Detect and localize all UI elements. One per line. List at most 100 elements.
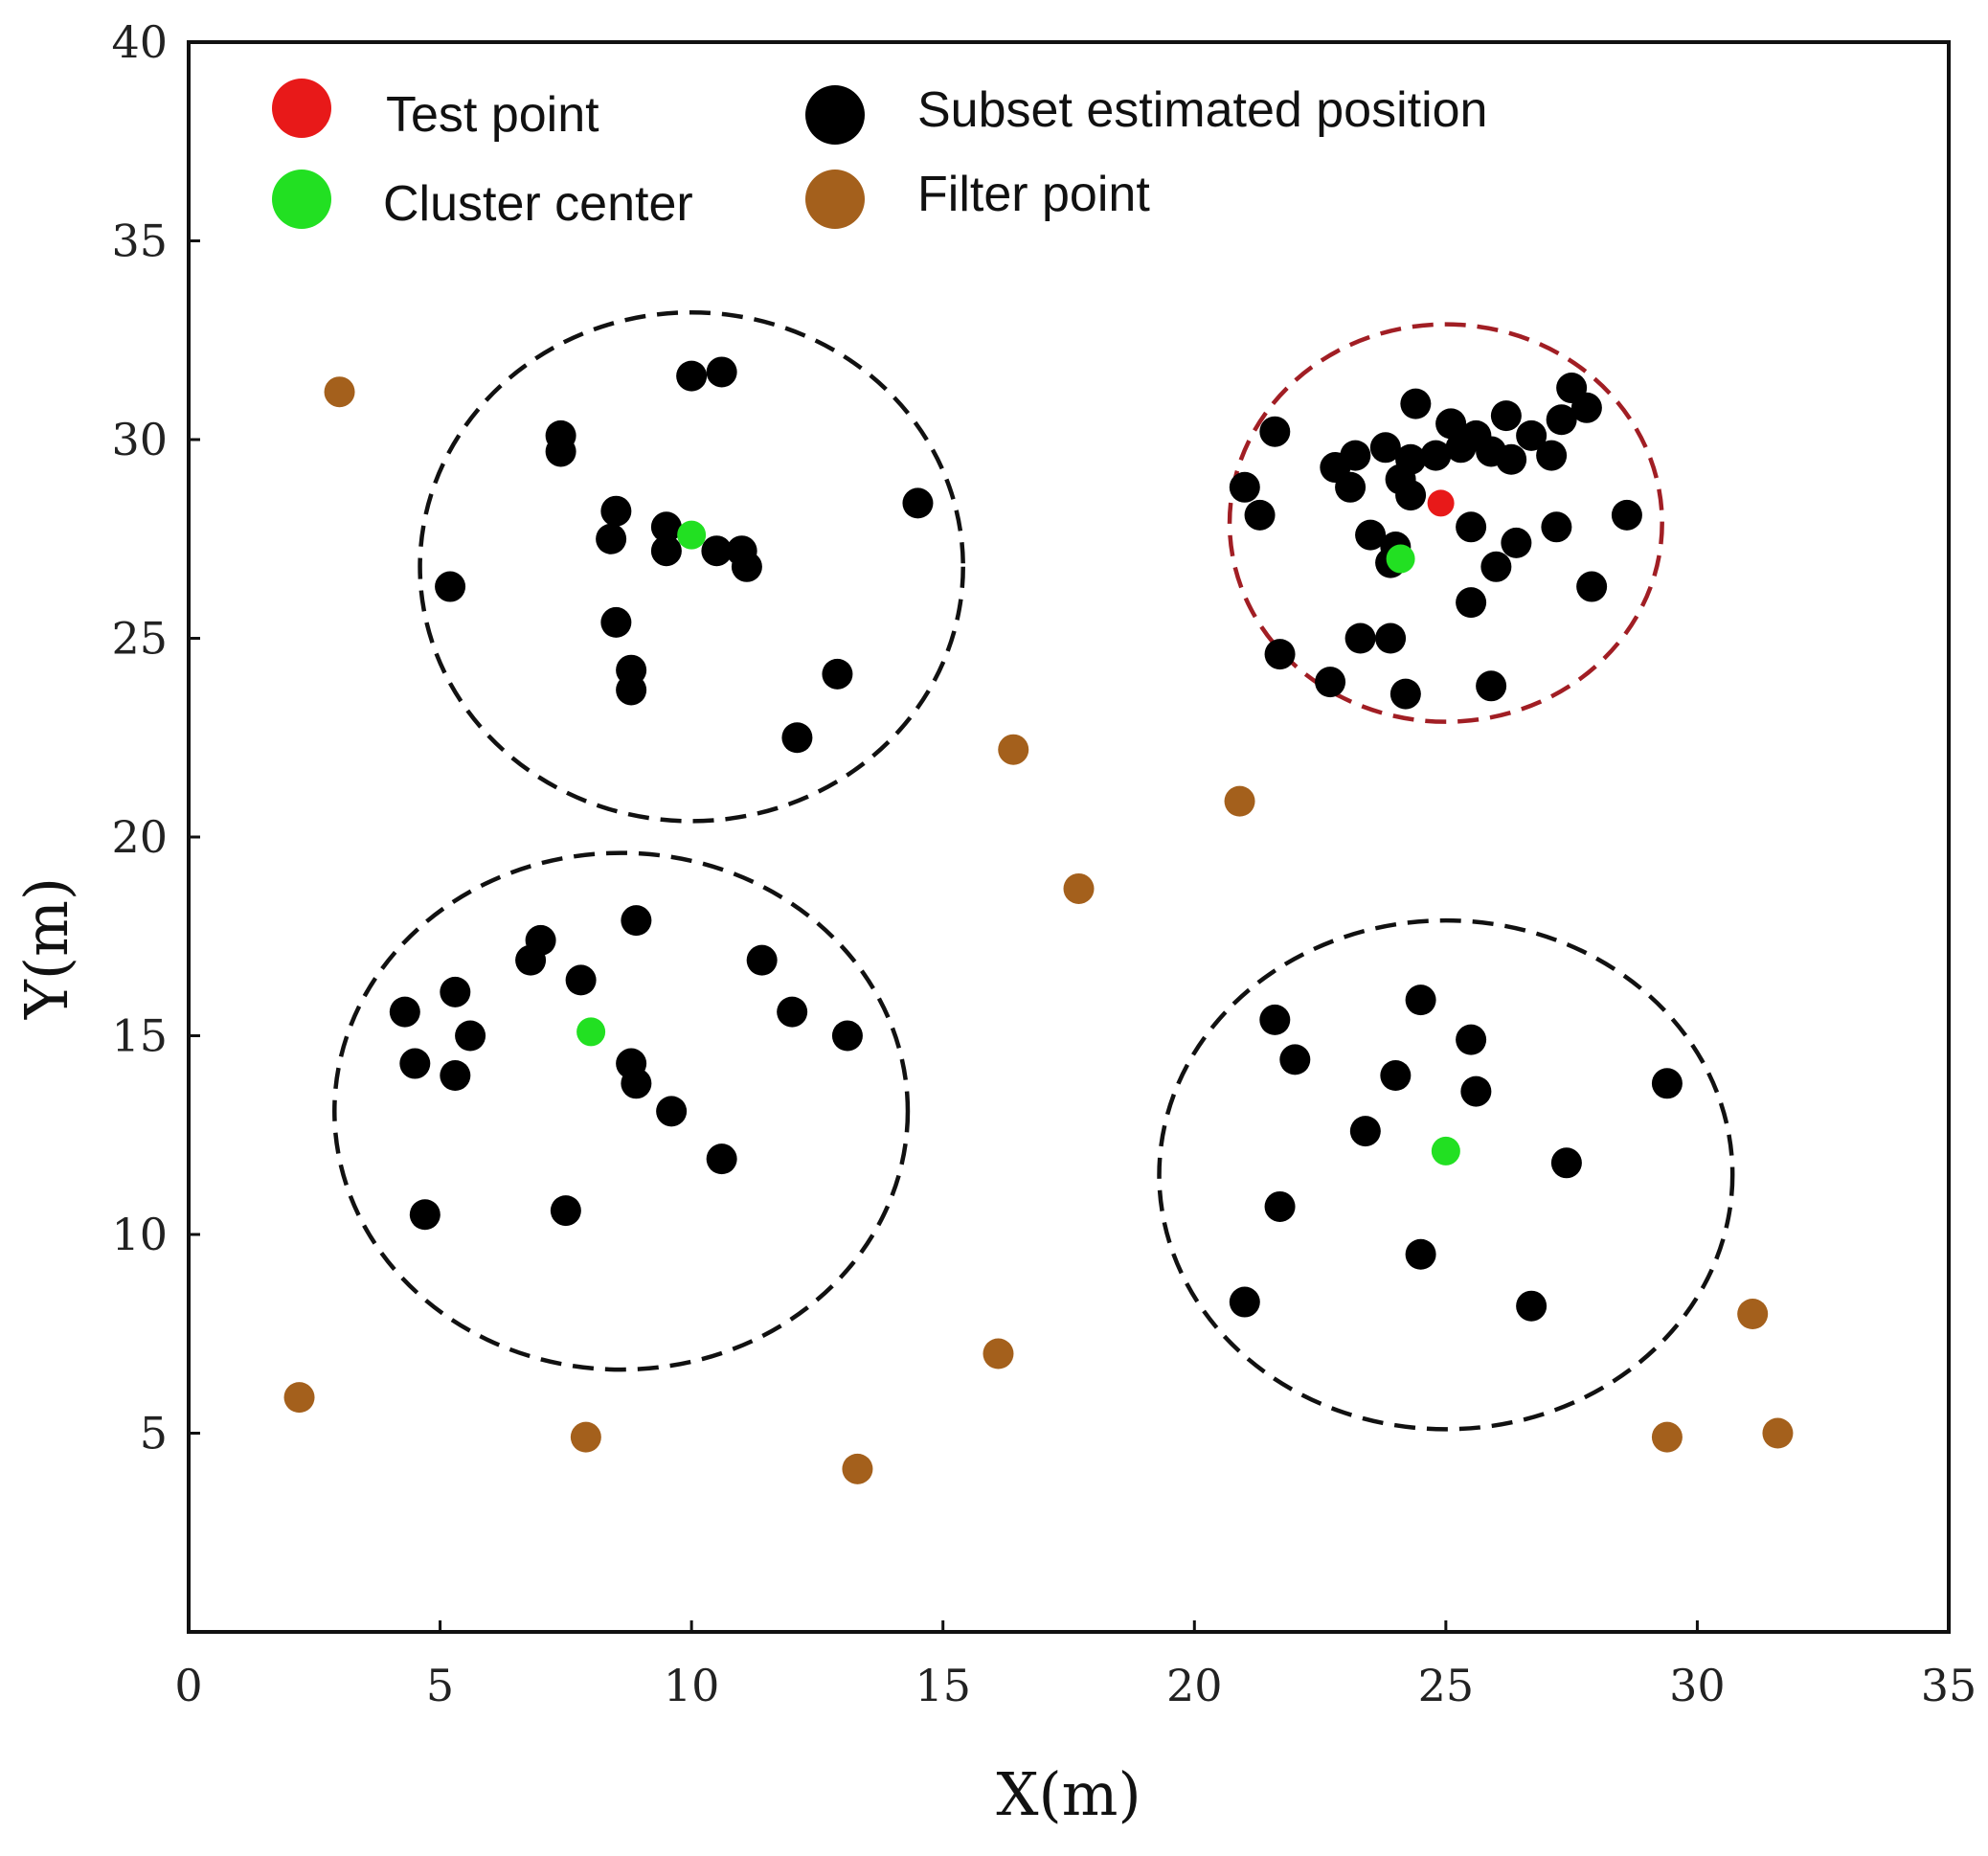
- subset-estimated-position-point-67: [1536, 440, 1568, 471]
- subset-estimated-position-point-78: [1541, 511, 1572, 543]
- subset-estimated-position-point-55: [1340, 440, 1371, 471]
- subset-estimated-position-point-32: [746, 944, 778, 976]
- cluster-circle-3: [332, 850, 911, 1372]
- subset-estimated-position-point-42: [1380, 1060, 1412, 1091]
- filter-point-point-1: [324, 376, 355, 408]
- subset-estimated-position-point-12: [706, 356, 737, 388]
- subset-estimated-position-point-44: [1651, 1068, 1683, 1099]
- plot-area-frame: [187, 40, 1951, 1634]
- subset-estimated-position-point-18: [902, 487, 934, 519]
- legend-label-subset-estimated-position: Subset estimated position: [917, 82, 1487, 138]
- y-tick-label-10: 10: [111, 1209, 168, 1260]
- subset-estimated-position-point-87: [1389, 678, 1421, 710]
- cluster-circle-1: [418, 309, 965, 824]
- test-point-point-1: [1427, 489, 1455, 517]
- subset-estimated-position-point-86: [1315, 667, 1346, 698]
- subset-estimated-position-point-72: [1395, 480, 1427, 511]
- cluster-circle-4: [1157, 917, 1735, 1432]
- subset-estimated-position-point-22: [399, 1048, 431, 1079]
- subset-estimated-position-point-29: [621, 1068, 652, 1099]
- y-tick-label-15: 15: [111, 1010, 168, 1062]
- axis-ticks: 0 5 10 15 20 25 30 35 5 10 15 20 25 30 35 40: [111, 16, 1977, 1711]
- subset-estimated-position-point-57: [1369, 432, 1401, 464]
- subset-estimated-position-point-6: [650, 511, 682, 543]
- subset-estimated-position-point-16: [822, 658, 853, 690]
- subset-estimated-position-point-25: [525, 924, 556, 956]
- cluster-center-point-3: [1386, 544, 1415, 574]
- subset-estimated-position-point-20: [440, 976, 471, 1007]
- x-axis-title: X(m): [996, 1759, 1141, 1829]
- subset-estimated-position-point-49: [1516, 1290, 1547, 1322]
- subset-estimated-position-point-21: [455, 1020, 486, 1052]
- subset-estimated-position-point-10: [731, 551, 762, 582]
- subset-estimated-position-point-70: [1570, 392, 1602, 423]
- x-tick-label-35: 35: [1921, 1660, 1977, 1711]
- subset-estimated-position-point-17: [781, 722, 813, 754]
- subset-estimated-position-point-83: [1264, 639, 1296, 670]
- subset-estimated-position-point-5: [596, 523, 627, 555]
- legend-marker-cluster-center: [272, 170, 331, 229]
- subset-estimated-position-point-80: [1480, 551, 1512, 582]
- subset-estimated-position-point-48: [1229, 1286, 1260, 1318]
- legend-marker-test-point: [272, 79, 331, 138]
- filter-point-point-9: [1651, 1421, 1683, 1453]
- subset-estimated-position-point-27: [621, 905, 652, 937]
- subset-estimated-position-point-19: [389, 996, 420, 1028]
- subset-estimated-position-point-81: [1456, 587, 1487, 619]
- subset-estimated-position-point-4: [600, 495, 632, 527]
- subset-estimated-position-point-26: [565, 964, 597, 996]
- x-tick-label-0: 0: [174, 1660, 202, 1711]
- subset-estimated-position-point-45: [1550, 1147, 1582, 1179]
- subset-estimated-position-point-84: [1344, 622, 1376, 654]
- subset-estimated-position-point-66: [1516, 419, 1547, 451]
- subset-estimated-position-point-50: [1259, 416, 1291, 447]
- x-tick-label-10: 10: [664, 1660, 720, 1711]
- subset-estimated-position-point-41: [1460, 1075, 1492, 1107]
- subset-estimated-position-point-13: [600, 606, 632, 638]
- filter-point-point-7: [842, 1453, 873, 1484]
- subset-estimated-position-point-88: [1476, 670, 1507, 702]
- filter-point-point-8: [983, 1338, 1014, 1369]
- y-tick-label-5: 5: [140, 1408, 168, 1460]
- subset-estimated-position-point-52: [1244, 499, 1276, 531]
- y-tick-label-25: 25: [111, 613, 168, 665]
- cluster-circle-2: [1227, 322, 1664, 724]
- subset-estimated-position-point-51: [1229, 471, 1260, 503]
- subset-estimated-position-point-76: [1456, 511, 1487, 543]
- subset-estimated-position-point-7: [650, 535, 682, 567]
- x-tick-label-20: 20: [1166, 1660, 1223, 1711]
- filter-point-point-3: [1224, 785, 1255, 817]
- subset-estimated-position-point-30: [656, 1096, 688, 1127]
- subset-estimated-position-point-56: [1335, 471, 1367, 503]
- y-tick-label-30: 30: [111, 414, 168, 465]
- subset-estimated-position-point-37: [1259, 1004, 1291, 1035]
- subset-estimated-position-point-40: [1456, 1024, 1487, 1055]
- cluster-center-point-2: [576, 1017, 606, 1047]
- subset-estimated-position-point-8: [701, 535, 733, 567]
- legend: Test point Cluster center Subset estimated…: [272, 79, 1487, 232]
- cluster-circles: [332, 309, 1735, 1432]
- filter-point-point-10: [1737, 1299, 1769, 1329]
- x-tick-label-5: 5: [426, 1660, 454, 1711]
- y-tick-label-35: 35: [111, 215, 168, 267]
- data-points: [283, 356, 1794, 1484]
- filter-point-point-11: [1762, 1417, 1794, 1449]
- subset-estimated-position-point-65: [1496, 443, 1527, 475]
- legend-marker-filter-point: [805, 170, 865, 229]
- subset-estimated-position-point-59: [1420, 440, 1452, 471]
- subset-estimated-position-point-47: [1405, 1238, 1436, 1270]
- cluster-center-point-4: [1431, 1136, 1460, 1166]
- subset-estimated-position-point-36: [550, 1195, 581, 1227]
- filter-point-point-4: [1063, 872, 1095, 904]
- filter-point-point-6: [570, 1421, 601, 1453]
- legend-marker-subset-estimated-position: [805, 85, 865, 145]
- subset-estimated-position-point-33: [777, 996, 808, 1028]
- filter-point-point-5: [283, 1382, 315, 1414]
- y-tick-label-20: 20: [111, 811, 168, 863]
- subset-estimated-position-point-79: [1611, 499, 1642, 531]
- subset-estimated-position-point-11: [676, 360, 708, 392]
- subset-estimated-position-point-39: [1405, 985, 1436, 1016]
- subset-estimated-position-point-64: [1490, 400, 1522, 432]
- subset-estimated-position-point-23: [440, 1060, 471, 1091]
